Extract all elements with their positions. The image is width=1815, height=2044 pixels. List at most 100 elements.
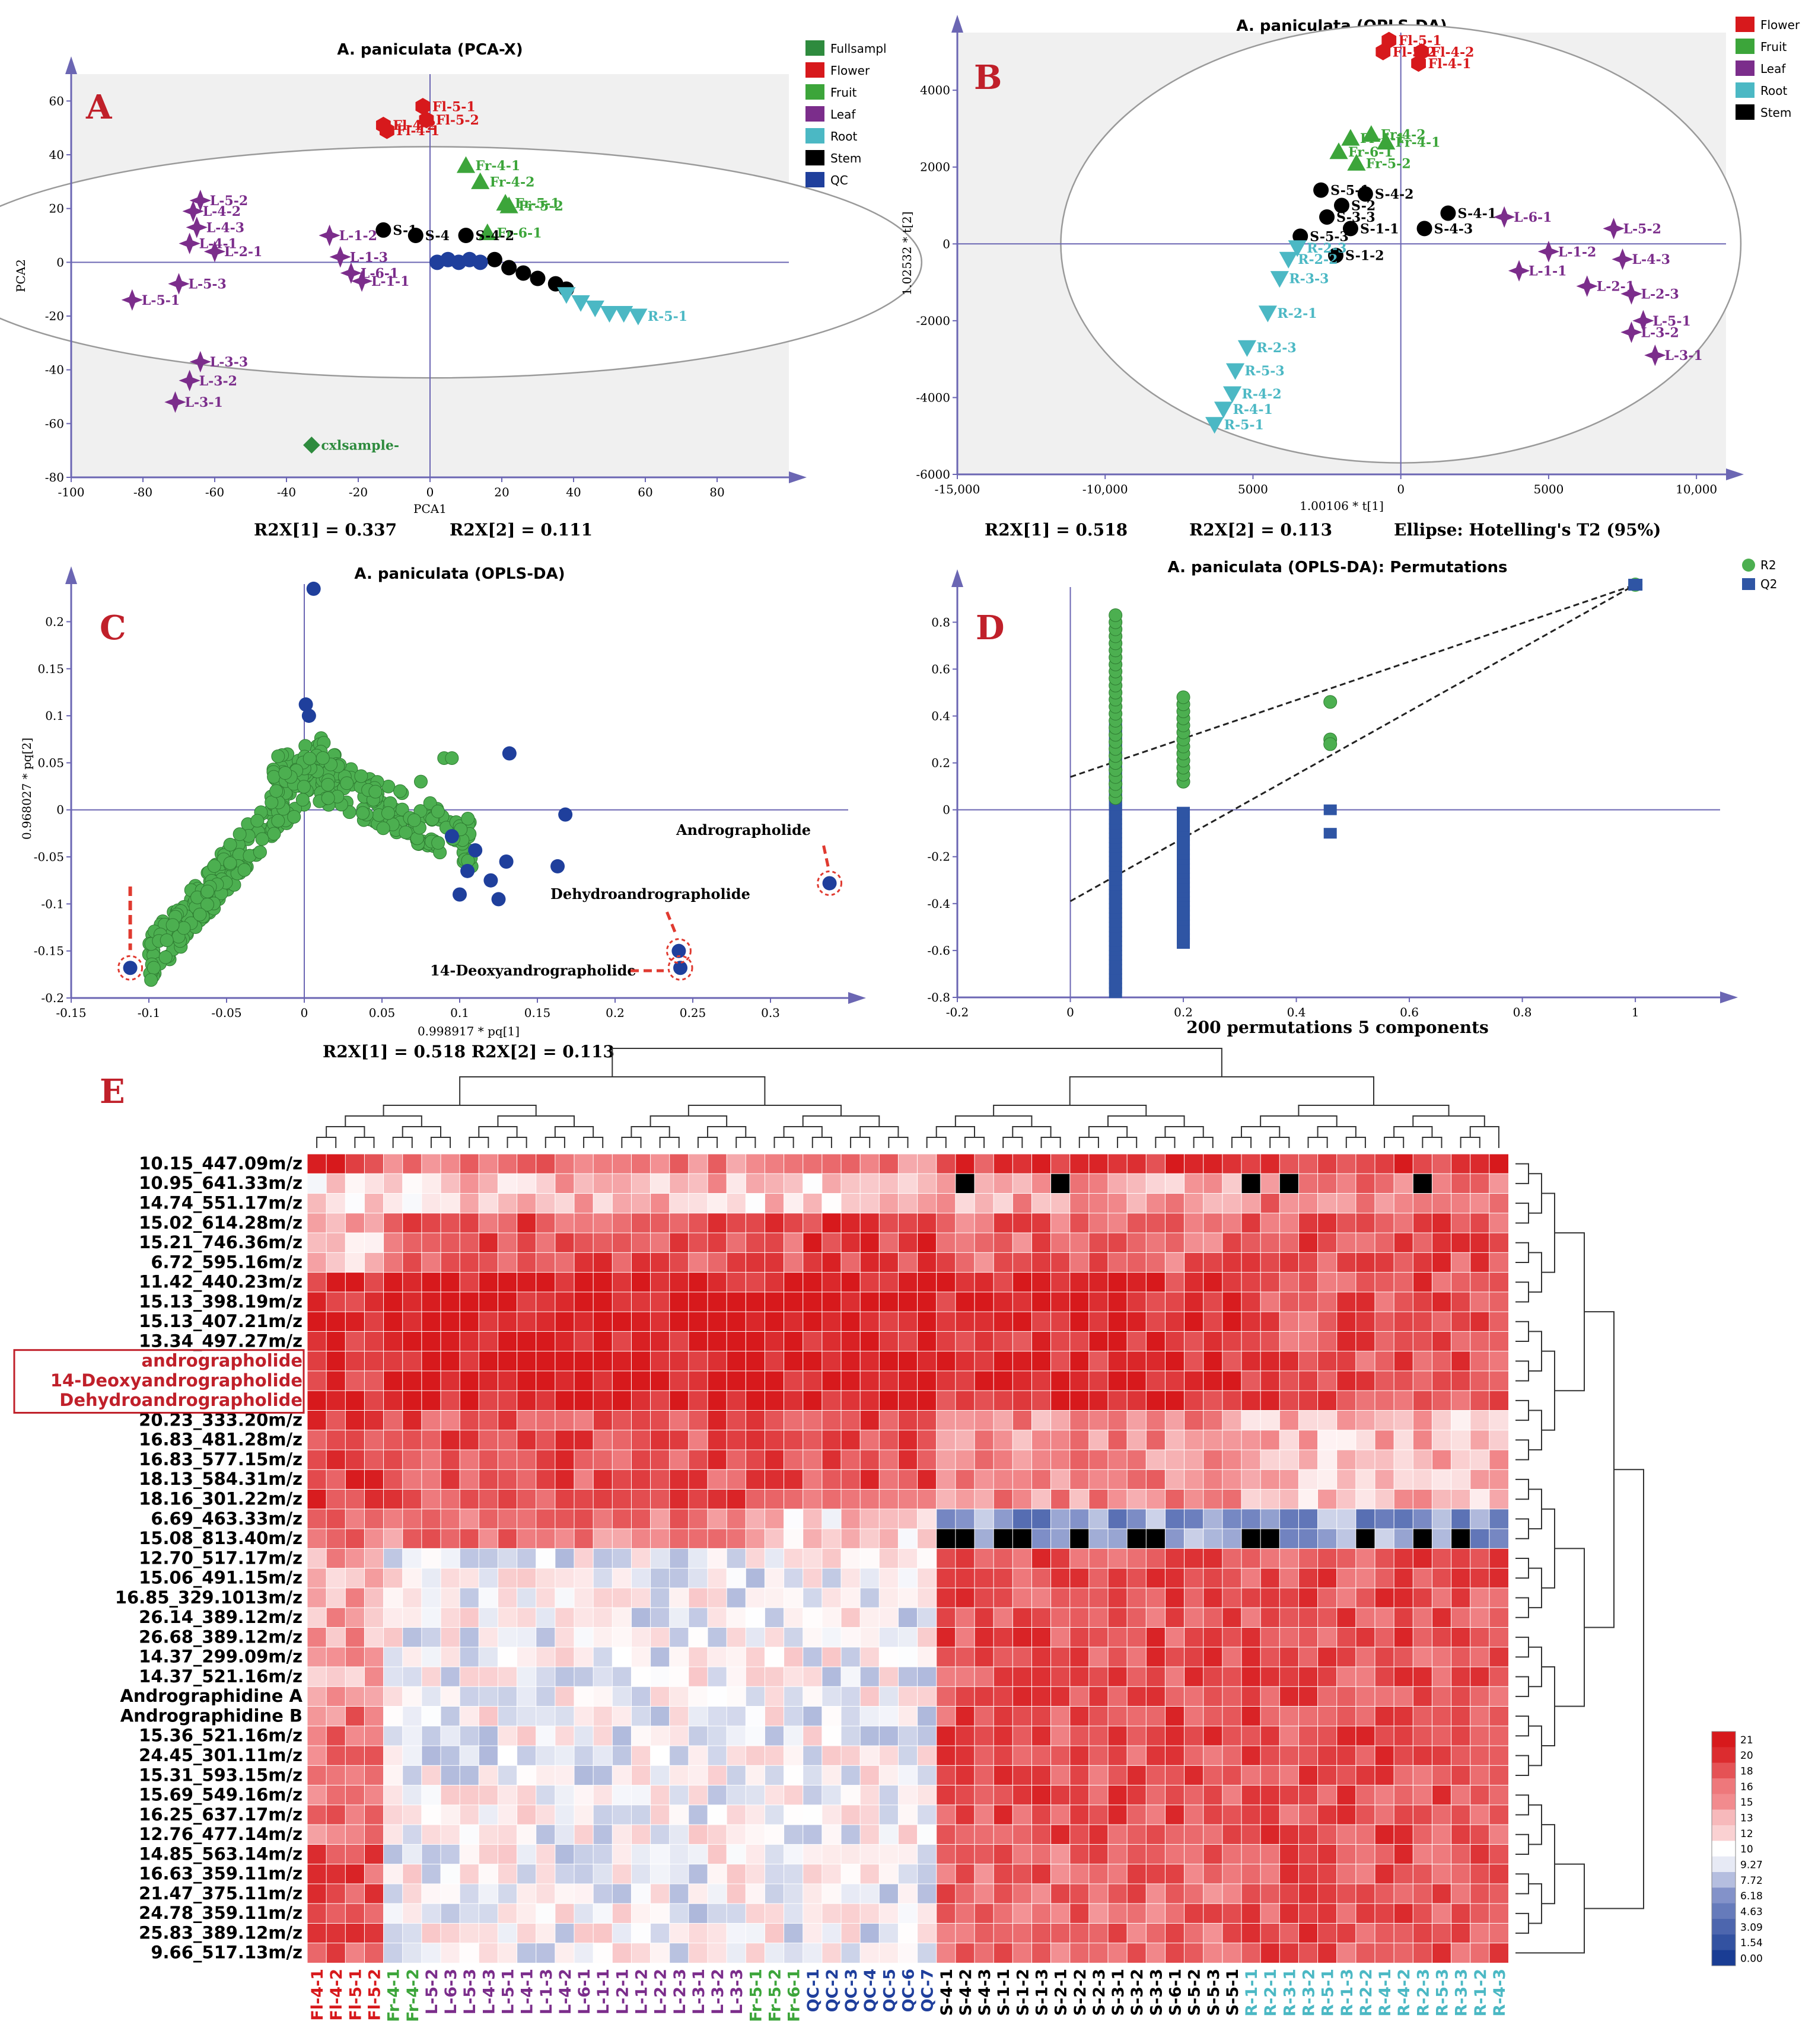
heatmap-cell bbox=[421, 1528, 441, 1549]
heatmap-cell bbox=[669, 1922, 689, 1944]
heatmap-cell bbox=[650, 1430, 670, 1451]
heatmap-cell bbox=[764, 1548, 785, 1569]
heatmap-cell bbox=[1393, 1943, 1414, 1963]
heatmap-cell bbox=[421, 1193, 441, 1214]
heatmap-cell bbox=[459, 1666, 480, 1688]
heatmap-cell bbox=[631, 1351, 651, 1372]
heatmap-cell bbox=[345, 1292, 365, 1313]
heatmap-cell bbox=[993, 1430, 1014, 1451]
heatmap-cell bbox=[1355, 1331, 1376, 1352]
heatmap-cell bbox=[1088, 1922, 1109, 1944]
row-label: 16.83_577.15m/z bbox=[139, 1449, 302, 1469]
heatmap-cell bbox=[1412, 1785, 1433, 1806]
heatmap-cell bbox=[517, 1922, 537, 1944]
heatmap-cell bbox=[859, 1587, 880, 1609]
heatmap-cell bbox=[307, 1311, 327, 1332]
heatmap-cell bbox=[517, 1173, 537, 1194]
heatmap-cell bbox=[1260, 1213, 1281, 1234]
heatmap-cell bbox=[536, 1548, 556, 1569]
heatmap-cell bbox=[1203, 1804, 1223, 1826]
heatmap-cell bbox=[612, 1883, 632, 1905]
heatmap-cell bbox=[1374, 1548, 1395, 1569]
heatmap-cell bbox=[1412, 1528, 1433, 1549]
data-point-root bbox=[629, 308, 648, 326]
heatmap-cell bbox=[364, 1943, 384, 1963]
heatmap-cell bbox=[1431, 1785, 1452, 1806]
heatmap-cell bbox=[1355, 1568, 1376, 1589]
column-label: L-6-3 bbox=[442, 1969, 460, 2014]
heatmap-cell bbox=[669, 1173, 689, 1194]
heatmap-cell bbox=[1222, 1311, 1243, 1332]
point-label: R-4-2 bbox=[1242, 387, 1282, 402]
heatmap-cell bbox=[840, 1390, 861, 1411]
heatmap-cell bbox=[555, 1469, 575, 1490]
heatmap-cell bbox=[993, 1173, 1014, 1194]
heatmap-cell bbox=[1145, 1252, 1166, 1273]
heatmap-cell bbox=[821, 1489, 842, 1510]
colorbar-tick-label: 20 bbox=[1740, 1750, 1753, 1762]
heatmap-cell bbox=[974, 1311, 995, 1332]
heatmap-cell bbox=[478, 1489, 499, 1510]
heatmap-cell bbox=[1451, 1745, 1471, 1766]
heatmap-cell bbox=[612, 1804, 632, 1826]
heatmap-cell bbox=[1260, 1903, 1281, 1924]
heatmap-cell bbox=[440, 1173, 461, 1194]
heatmap-cell bbox=[421, 1410, 441, 1431]
heatmap-cell bbox=[650, 1489, 670, 1510]
heatmap-cell bbox=[840, 1370, 861, 1392]
heatmap-cell bbox=[1241, 1666, 1262, 1688]
heatmap-cell bbox=[631, 1785, 651, 1806]
heatmap-cell bbox=[1164, 1745, 1185, 1766]
heatmap-cell bbox=[1069, 1153, 1090, 1175]
heatmap-cell bbox=[707, 1410, 728, 1431]
colorbar-segment bbox=[1712, 1731, 1736, 1748]
heatmap-cell bbox=[1489, 1193, 1510, 1214]
heatmap-cell bbox=[726, 1943, 747, 1963]
point-label: R-2-3 bbox=[1307, 241, 1346, 256]
loading-point bbox=[177, 921, 191, 935]
heatmap-cell bbox=[593, 1252, 613, 1273]
heatmap-cell bbox=[631, 1587, 651, 1609]
heatmap-cell bbox=[1317, 1449, 1338, 1471]
heatmap-cell bbox=[897, 1706, 918, 1727]
heatmap-cell bbox=[1241, 1706, 1262, 1727]
heatmap-cell bbox=[878, 1666, 899, 1688]
heatmap-cell bbox=[726, 1173, 747, 1194]
heatmap-cell bbox=[593, 1469, 613, 1490]
heatmap-cell bbox=[1489, 1943, 1510, 1963]
heatmap-cell bbox=[1184, 1351, 1204, 1372]
heatmap-cell bbox=[364, 1647, 384, 1667]
heatmap-cell bbox=[878, 1922, 899, 1944]
heatmap-cell bbox=[688, 1410, 709, 1431]
heatmap-cell bbox=[726, 1213, 747, 1234]
y-tick-label: -60 bbox=[45, 416, 64, 431]
heatmap-cell bbox=[764, 1824, 785, 1845]
heatmap-cell bbox=[726, 1390, 747, 1411]
heatmap-cell bbox=[1164, 1706, 1185, 1727]
heatmap-cell bbox=[1298, 1193, 1319, 1214]
heatmap-cell bbox=[821, 1449, 842, 1471]
heatmap-cell bbox=[326, 1153, 346, 1175]
heatmap-cell bbox=[1298, 1903, 1319, 1924]
heatmap-cell bbox=[307, 1647, 327, 1667]
data-point-stem bbox=[530, 270, 546, 286]
heatmap-cell bbox=[1050, 1765, 1071, 1786]
colorbar-tick-label: 15 bbox=[1740, 1797, 1753, 1809]
heatmap-cell bbox=[1088, 1173, 1109, 1194]
heatmap-cell bbox=[1298, 1785, 1319, 1806]
heatmap-cell bbox=[1031, 1647, 1052, 1667]
colorbar-segment bbox=[1712, 1934, 1736, 1951]
heatmap-cell bbox=[307, 1193, 327, 1214]
heatmap-cell bbox=[536, 1430, 556, 1451]
heatmap-cell bbox=[669, 1331, 689, 1352]
heatmap-cell bbox=[936, 1824, 956, 1845]
data-point-leaf bbox=[1603, 218, 1625, 240]
heatmap-cell bbox=[536, 1804, 556, 1826]
heatmap-cell bbox=[517, 1272, 537, 1293]
heatmap-cell bbox=[1184, 1706, 1204, 1727]
heatmap-cell bbox=[536, 1785, 556, 1806]
heatmap-cell bbox=[1184, 1627, 1204, 1648]
legend-swatch-leaf bbox=[805, 106, 824, 122]
heatmap-cell bbox=[345, 1943, 365, 1963]
heatmap-cell bbox=[1050, 1153, 1071, 1175]
